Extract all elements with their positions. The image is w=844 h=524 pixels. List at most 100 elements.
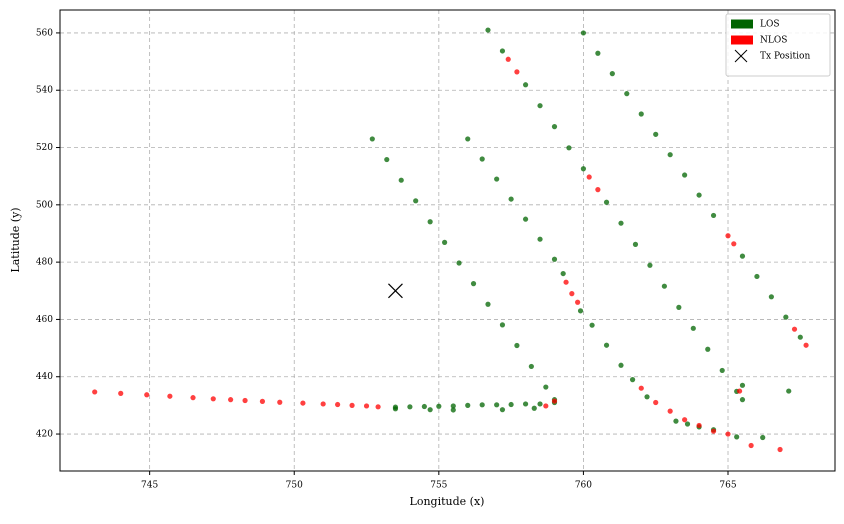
point — [580, 166, 587, 172]
point — [522, 216, 529, 222]
point — [777, 446, 783, 453]
point — [421, 403, 427, 410]
point — [786, 388, 792, 394]
y-tick-label: 500 — [36, 200, 53, 210]
point — [734, 434, 740, 440]
point — [629, 377, 636, 383]
point — [676, 304, 682, 311]
y-tick-label: 560 — [36, 28, 53, 38]
point — [375, 404, 381, 410]
point — [528, 363, 534, 370]
point — [398, 177, 404, 183]
point — [618, 220, 624, 226]
y-tick-label: 440 — [36, 372, 53, 382]
y-tick-label: 420 — [36, 430, 53, 440]
point — [682, 172, 688, 178]
legend-swatch — [731, 35, 753, 45]
point — [682, 417, 688, 423]
point — [551, 256, 558, 262]
point — [537, 103, 543, 109]
point — [696, 422, 702, 429]
legend: LOS NLOS Tx Position — [725, 13, 831, 77]
point — [768, 294, 774, 300]
point — [485, 27, 491, 33]
point — [210, 396, 216, 402]
x-tick-label: 765 — [719, 481, 736, 491]
point — [494, 176, 500, 182]
legend-swatch — [731, 19, 753, 29]
plot-frame — [59, 9, 836, 472]
y-tick-label: 460 — [36, 315, 53, 325]
point — [560, 270, 566, 277]
legend-label: LOS — [760, 20, 780, 30]
point — [797, 334, 803, 340]
point — [595, 50, 601, 56]
point — [514, 342, 520, 349]
point — [118, 390, 124, 396]
point — [300, 400, 306, 406]
point — [485, 301, 491, 307]
point — [710, 212, 717, 219]
point — [363, 403, 370, 409]
point — [456, 260, 462, 266]
point — [144, 392, 150, 398]
point — [259, 398, 266, 404]
point — [494, 402, 500, 408]
point — [586, 174, 592, 180]
point — [731, 241, 737, 247]
point — [465, 136, 471, 142]
point — [543, 403, 549, 409]
point — [450, 407, 456, 413]
point — [522, 401, 529, 407]
point — [427, 219, 433, 225]
point — [754, 273, 760, 280]
point — [569, 291, 575, 297]
point — [739, 397, 746, 403]
point — [638, 111, 644, 117]
point — [710, 428, 717, 434]
point — [537, 236, 543, 242]
point — [673, 418, 679, 424]
point — [277, 399, 283, 405]
point — [575, 299, 581, 305]
x-axis-label: Longitude (x) — [410, 495, 485, 508]
point — [407, 404, 413, 410]
point — [514, 69, 520, 75]
point — [647, 262, 653, 268]
point — [791, 326, 798, 332]
point — [603, 342, 610, 348]
point — [589, 322, 595, 328]
point — [465, 402, 471, 408]
point — [580, 30, 587, 36]
x-tick-label: 745 — [141, 481, 158, 491]
point — [413, 198, 419, 204]
point — [190, 395, 196, 401]
point — [436, 403, 442, 409]
point — [739, 382, 746, 388]
point — [653, 399, 659, 406]
point — [684, 421, 691, 427]
point — [624, 91, 630, 97]
y-axis-label: Latitude (y) — [9, 207, 22, 272]
legend-box — [725, 13, 831, 77]
point — [653, 131, 659, 137]
point — [783, 314, 789, 320]
point — [427, 407, 433, 413]
point — [803, 342, 809, 348]
point — [349, 402, 355, 408]
point — [638, 385, 644, 391]
point — [228, 397, 234, 403]
point — [508, 196, 514, 202]
point — [566, 145, 572, 151]
point — [499, 48, 506, 54]
point — [563, 279, 569, 285]
point — [577, 308, 584, 314]
point — [242, 397, 248, 404]
point — [442, 239, 448, 245]
legend-marker — [734, 49, 748, 63]
legend-label: NLOS — [760, 36, 787, 46]
point — [167, 393, 173, 399]
point — [470, 281, 477, 287]
point — [92, 389, 98, 395]
